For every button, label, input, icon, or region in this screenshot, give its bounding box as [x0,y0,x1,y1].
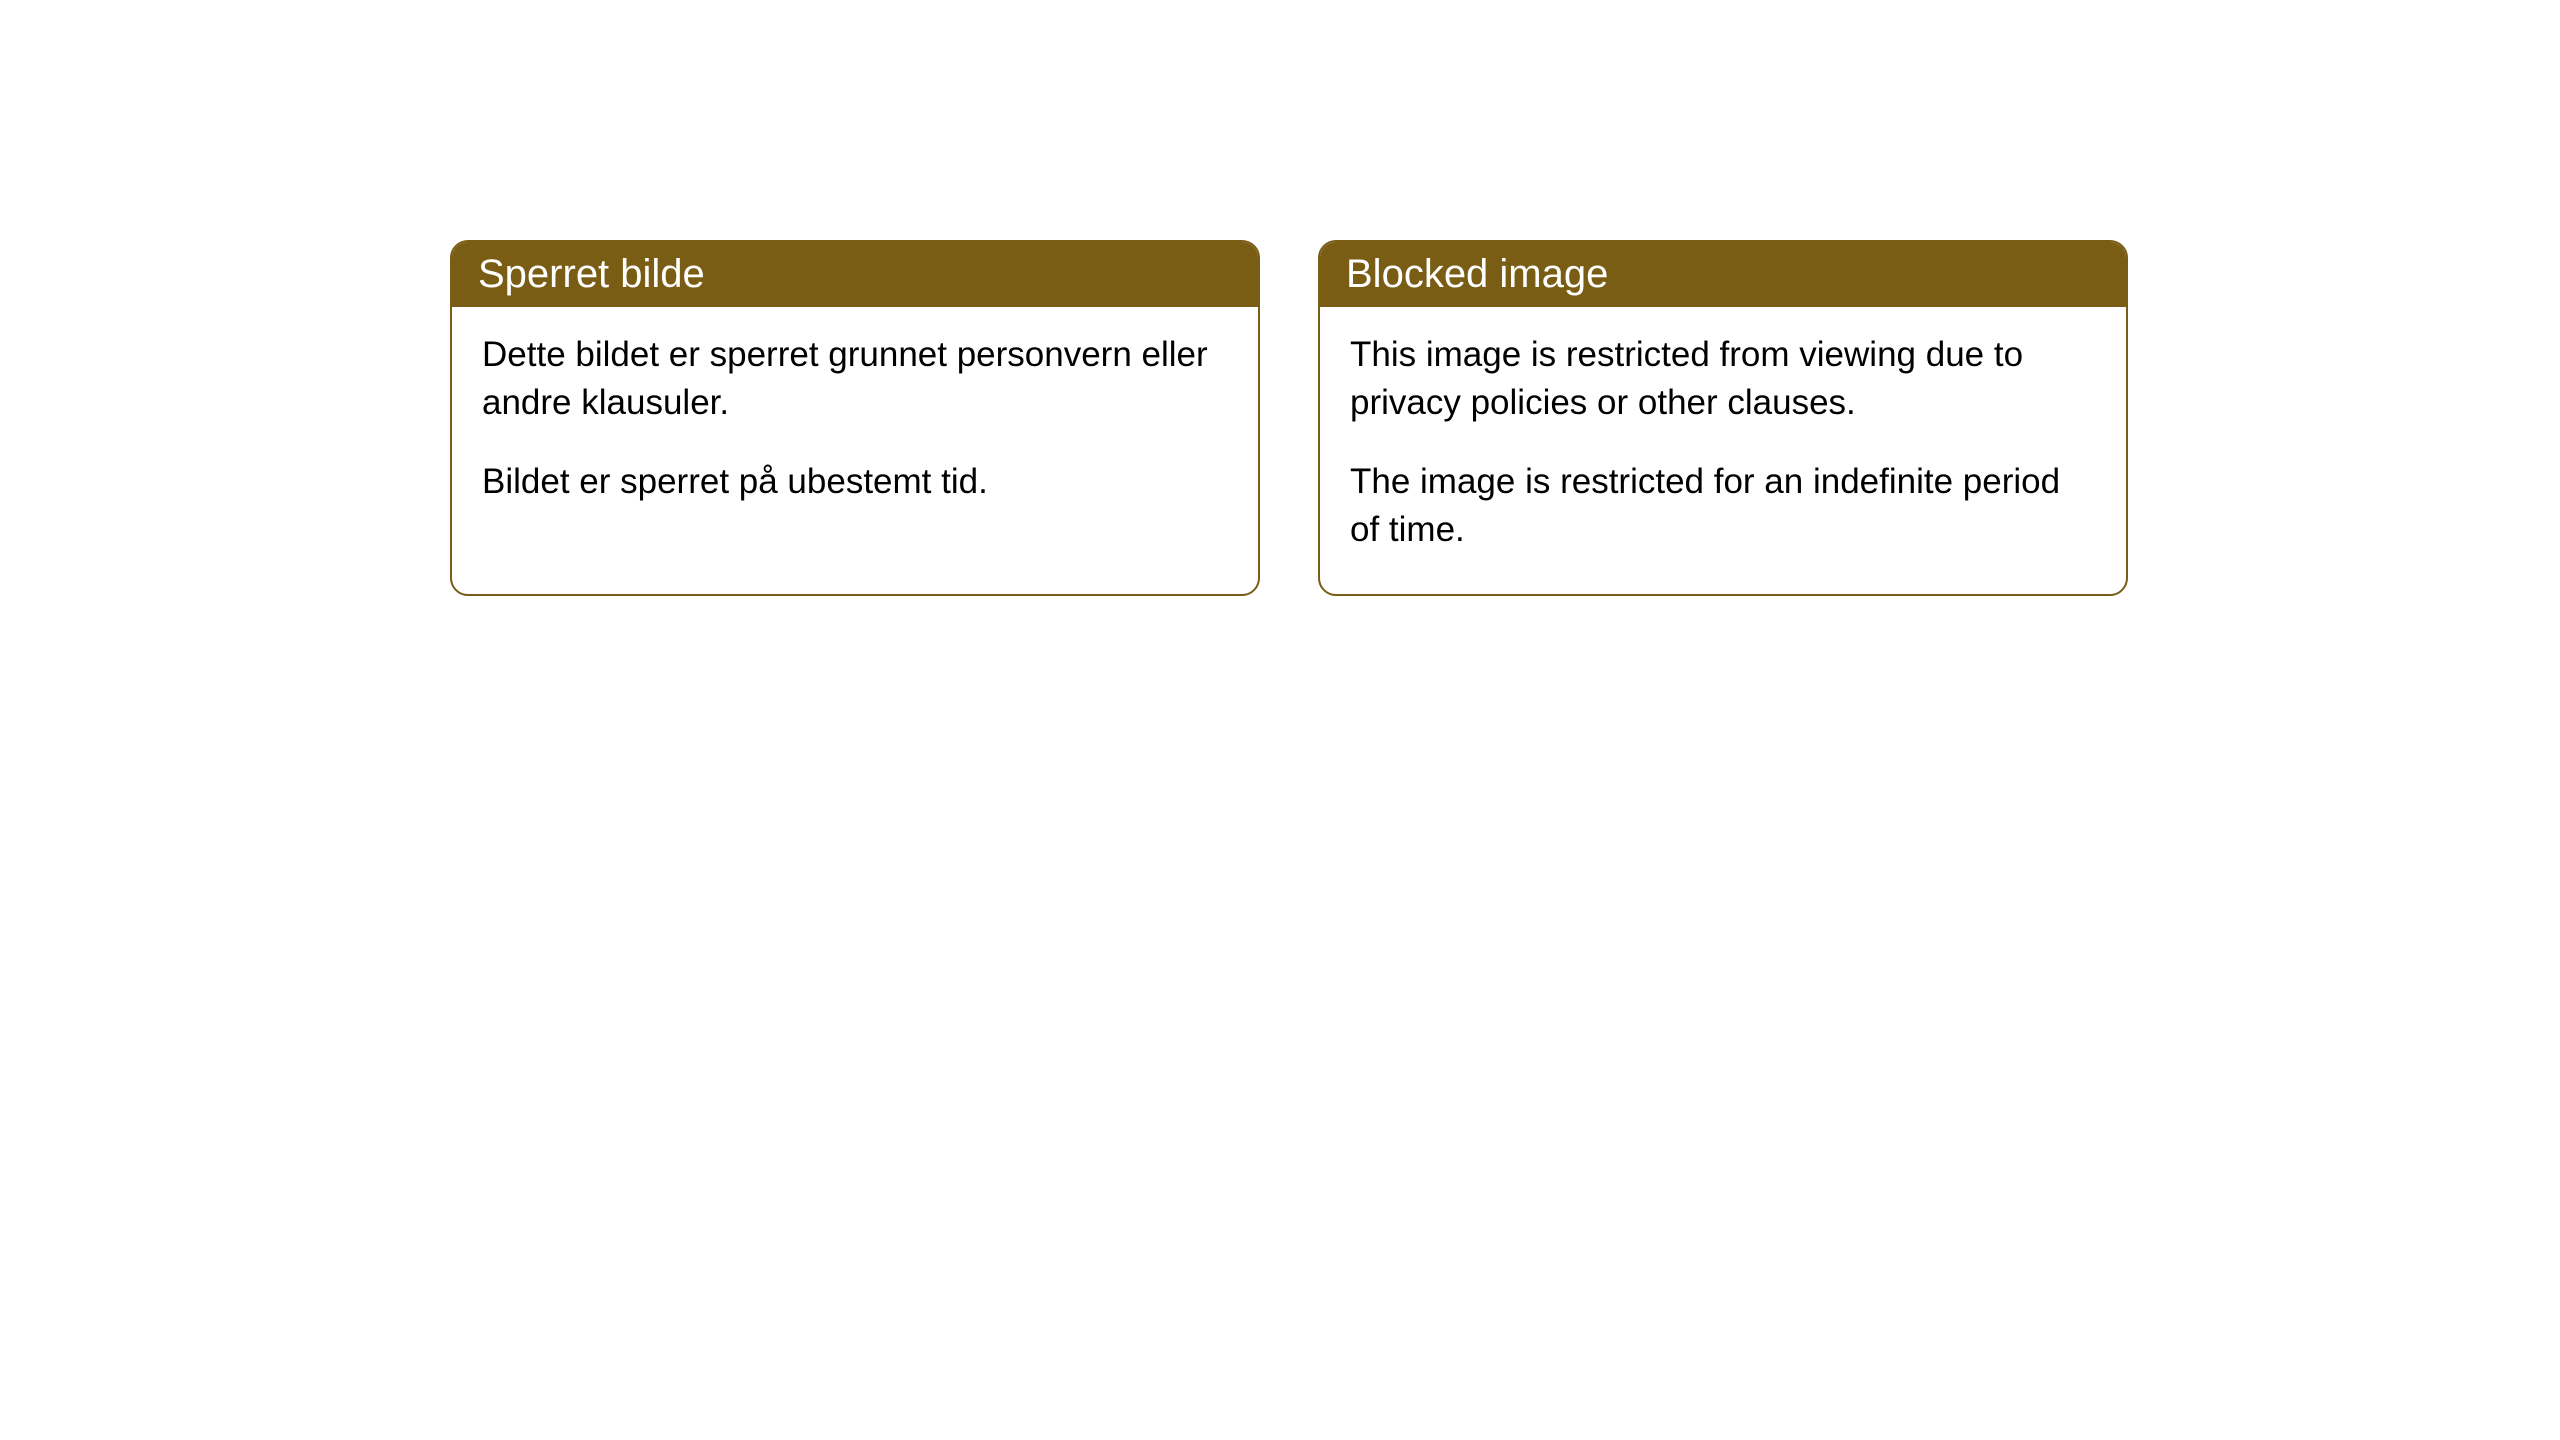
card-paragraph: The image is restricted for an indefinit… [1350,458,2096,555]
card-title: Sperret bilde [478,252,705,296]
notice-cards-container: Sperret bilde Dette bildet er sperret gr… [450,240,2128,596]
card-paragraph: This image is restricted from viewing du… [1350,331,2096,428]
card-body: Dette bildet er sperret grunnet personve… [452,307,1258,546]
card-paragraph: Bildet er sperret på ubestemt tid. [482,458,1228,506]
card-title: Blocked image [1346,252,1608,296]
notice-card-norwegian: Sperret bilde Dette bildet er sperret gr… [450,240,1260,596]
card-paragraph: Dette bildet er sperret grunnet personve… [482,331,1228,428]
card-header: Sperret bilde [452,242,1258,307]
card-header: Blocked image [1320,242,2126,307]
card-body: This image is restricted from viewing du… [1320,307,2126,594]
notice-card-english: Blocked image This image is restricted f… [1318,240,2128,596]
